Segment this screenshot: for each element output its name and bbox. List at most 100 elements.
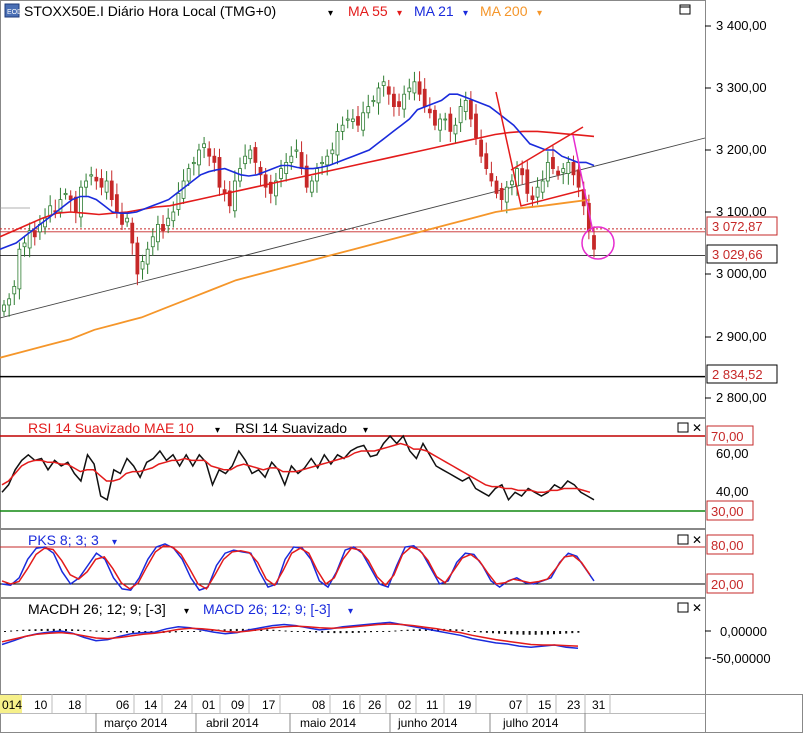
rsi-line (1, 434, 595, 502)
rsi-mae-dropdown-icon[interactable]: ▾ (215, 425, 220, 436)
candle-body (484, 153, 489, 170)
macd-hist-bar (449, 629, 452, 631)
candle-body (248, 149, 253, 160)
candle-body (330, 149, 335, 155)
time-axis-month-label: março 2014 (104, 716, 168, 730)
candle-body (268, 181, 273, 194)
pks-dropdown-icon[interactable]: ▾ (112, 537, 117, 548)
candle-body (345, 118, 350, 121)
ma21-legend[interactable]: MA 21 (414, 3, 454, 19)
candle-body (156, 223, 160, 243)
macd-close-icon[interactable]: ✕ (692, 601, 702, 615)
ma55-dropdown-icon[interactable]: ▾ (397, 8, 402, 19)
candle-body (68, 195, 73, 201)
time-axis-day-label: 19 (458, 698, 472, 712)
chart-type-icon[interactable] (4, 3, 20, 18)
macd-hist-bar (577, 631, 580, 633)
pks-fast-line (1, 543, 595, 592)
candle-body (592, 235, 596, 250)
candle-body (468, 100, 473, 120)
macd-hist-dropdown-icon[interactable]: ▾ (184, 606, 189, 617)
macd-hist-bar (327, 631, 330, 633)
macd-hist-bar (46, 628, 49, 631)
rsi-tag-30 (706, 500, 754, 521)
candle-body (551, 157, 555, 170)
time-axis-month-label: abril 2014 (206, 716, 259, 730)
maximize-icon[interactable] (679, 4, 691, 15)
ma200-dropdown-icon[interactable]: ▾ (537, 8, 542, 19)
macd-hist-bar (126, 631, 128, 633)
rsi-dropdown-icon[interactable]: ▾ (363, 425, 368, 436)
ma55-legend[interactable]: MA 55 (348, 3, 388, 19)
time-axis-day-label: 014 (2, 698, 22, 712)
candle-body (258, 166, 263, 176)
macd-legend-label[interactable]: MACD 26; 12; 9; [-3] (203, 601, 331, 617)
candle-body (22, 242, 27, 248)
pks-tag-20-label: 20,00 (711, 577, 744, 592)
candle-body (253, 147, 258, 163)
ma200-line (0, 198, 591, 359)
price-tick: 3 200,00 (716, 142, 767, 157)
time-axis-day-label: 10 (34, 698, 48, 712)
price-tick: 3 400,00 (716, 18, 767, 33)
macd-hist-bar (559, 631, 562, 634)
time-axis-day-label: 08 (312, 698, 326, 712)
symbol-dropdown-icon[interactable]: ▾ (328, 8, 333, 19)
rsi-mae-legend[interactable]: RSI 14 Suavizado MAE 10 (28, 420, 194, 436)
candle-body (243, 155, 248, 165)
candle-body (340, 124, 345, 132)
macd-tick: 0,00000 (720, 624, 767, 639)
candle-body (289, 155, 294, 163)
time-axis-day-label: 15 (538, 698, 552, 712)
svg-text:EOD: EOD (7, 9, 22, 16)
macd-hist-bar (241, 628, 244, 631)
macd-hist-bar (223, 629, 226, 631)
time-axis-day-label: 23 (567, 698, 581, 712)
pks-legend-label[interactable]: PKS 8; 3; 3 (28, 532, 99, 548)
rsi-legend-label[interactable]: RSI 14 Suavizado (235, 420, 347, 436)
candle-body (227, 190, 232, 207)
candle-body (315, 168, 319, 182)
ma21-dropdown-icon[interactable]: ▾ (463, 8, 468, 19)
rsi-maximize-icon[interactable] (677, 422, 689, 433)
candle-body (2, 304, 6, 312)
rsi-close-icon[interactable]: ✕ (692, 421, 702, 435)
candle-body (263, 174, 268, 188)
macd-hist-bar (510, 631, 513, 635)
pks-maximize-icon[interactable] (677, 534, 689, 545)
candle-body (489, 173, 494, 182)
candle-body (463, 100, 468, 112)
macd-hist-bar (498, 631, 501, 634)
rsi-tag-70-label: 70,00 (711, 429, 744, 444)
candle-body (58, 199, 63, 213)
macd-hist-legend[interactable]: MACDH 26; 12; 9; [-3] (28, 601, 166, 617)
candle-body (17, 248, 22, 290)
macd-hist-bar (412, 629, 415, 631)
macd-hist-bar (565, 631, 568, 634)
candle-body (171, 211, 176, 222)
chart-header: EOD STOXX50E.I Diário Hora Local (TMG+0)… (4, 3, 691, 19)
ma200-legend[interactable]: MA 200 (480, 3, 528, 19)
candle-body (94, 176, 99, 182)
macd-hist-bar (174, 631, 177, 633)
candle-body (161, 223, 165, 231)
candle-body (371, 100, 376, 103)
macd-hist-bar (540, 631, 543, 635)
pks-close-icon[interactable]: ✕ (692, 533, 702, 547)
macd-hist-bar (492, 631, 494, 634)
candle-body (48, 205, 53, 217)
candle-body (202, 143, 206, 148)
time-axis-highlight (0, 695, 22, 713)
macd-hist-bar (290, 630, 293, 632)
macd-hist-bar (473, 631, 476, 632)
macd-hist-bar (388, 630, 391, 632)
candle-body (27, 230, 32, 249)
macd-dropdown-icon[interactable]: ▾ (348, 606, 353, 617)
candle-body (397, 101, 401, 107)
macd-hist-bar (400, 630, 403, 632)
macd-hist-bar (107, 631, 110, 632)
candle-body (186, 168, 191, 182)
macd-maximize-icon[interactable] (677, 602, 689, 613)
macd-signal-line (1, 623, 579, 647)
macd-hist-bar (77, 629, 80, 631)
